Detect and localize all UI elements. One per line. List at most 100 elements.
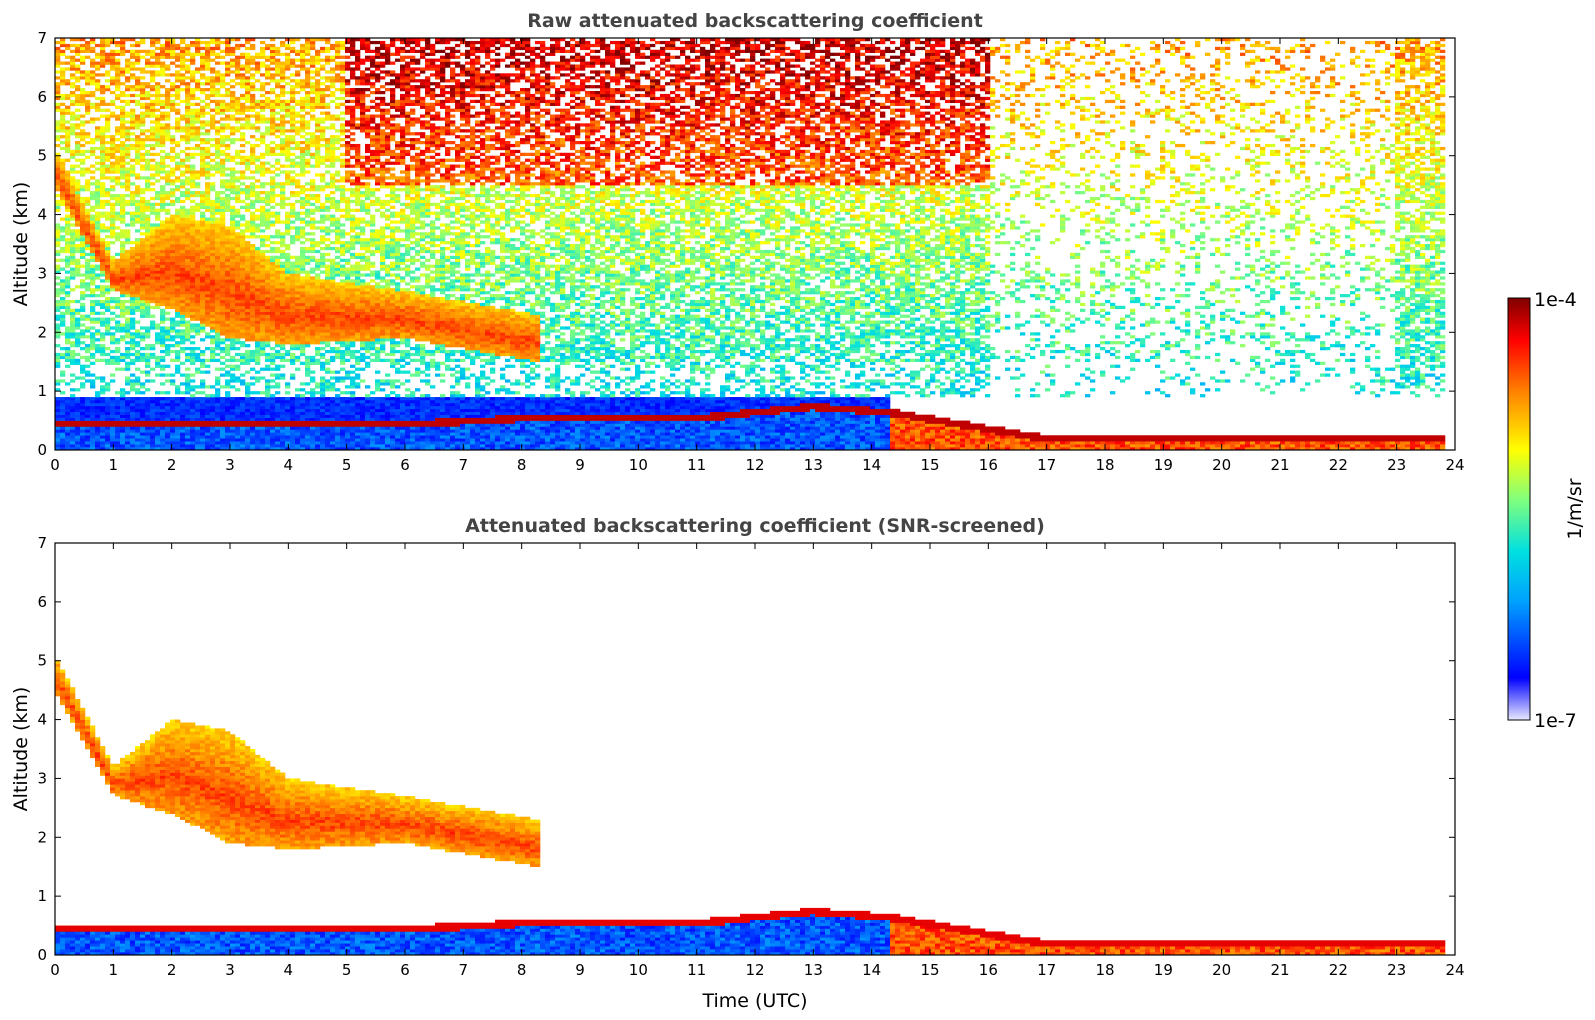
- heatmap-cell: [130, 256, 135, 259]
- heatmap-cell: [205, 300, 210, 303]
- heatmap-cell: [195, 279, 200, 282]
- heatmap-cell: [275, 373, 280, 376]
- heatmap-cell: [220, 268, 225, 271]
- heatmap-cell: [180, 238, 185, 241]
- heatmap-cell: [165, 103, 170, 106]
- heatmap-cell: [75, 418, 80, 421]
- heatmap-cell: [245, 126, 250, 129]
- heatmap-cell: [160, 424, 165, 427]
- heatmap-cell: [55, 194, 60, 197]
- heatmap-cell: [255, 332, 260, 335]
- heatmap-cell: [190, 138, 195, 141]
- heatmap-cell: [195, 220, 200, 223]
- heatmap-cell: [245, 359, 250, 362]
- heatmap-cell: [170, 415, 175, 418]
- heatmap-cell: [135, 53, 140, 56]
- heatmap-cell: [270, 100, 275, 103]
- heatmap-cell: [260, 165, 265, 168]
- heatmap-cell: [130, 159, 135, 162]
- heatmap-cell: [180, 135, 185, 138]
- heatmap-cell: [130, 85, 135, 88]
- heatmap-cell: [290, 141, 295, 144]
- heatmap-cell: [145, 62, 150, 65]
- heatmap-cell: [175, 47, 180, 50]
- heatmap-cell: [225, 197, 230, 200]
- heatmap-cell: [260, 62, 265, 65]
- heatmap-cell: [220, 76, 225, 79]
- heatmap-cell: [205, 359, 210, 362]
- heatmap-cell: [70, 229, 75, 232]
- heatmap-cell: [80, 59, 85, 62]
- heatmap-cell: [235, 312, 240, 315]
- heatmap-cell: [220, 262, 225, 265]
- heatmap-cell: [235, 335, 240, 338]
- heatmap-cell: [120, 338, 125, 341]
- heatmap-cell: [280, 44, 285, 47]
- heatmap-cell: [180, 362, 185, 365]
- heatmap-cell: [110, 206, 115, 209]
- heatmap-cell: [170, 218, 175, 221]
- heatmap-cell: [245, 303, 250, 306]
- heatmap-cell: [150, 64, 155, 67]
- heatmap-cell: [260, 338, 265, 341]
- heatmap-cell: [70, 212, 75, 215]
- heatmap-cell: [145, 444, 150, 447]
- heatmap-cell: [290, 238, 295, 241]
- heatmap-cell: [260, 300, 265, 303]
- heatmap-cell: [140, 279, 145, 282]
- heatmap-cell: [140, 256, 145, 259]
- heatmap-cell: [160, 203, 165, 206]
- heatmap-cell: [235, 209, 240, 212]
- heatmap-cell: [190, 406, 195, 409]
- heatmap-cell: [245, 203, 250, 206]
- heatmap-cell: [125, 100, 130, 103]
- heatmap-cell: [110, 306, 115, 309]
- heatmap-cell: [175, 412, 180, 415]
- heatmap-cell: [95, 265, 100, 268]
- heatmap-cell: [95, 359, 100, 362]
- heatmap-cell: [65, 341, 70, 344]
- heatmap-cell: [60, 400, 65, 403]
- heatmap-cell: [160, 344, 165, 347]
- heatmap-cell: [110, 259, 115, 262]
- heatmap-cell: [60, 412, 65, 415]
- heatmap-cell: [230, 185, 235, 188]
- heatmap-cell: [230, 385, 235, 388]
- heatmap-cell: [205, 241, 210, 244]
- heatmap-cell: [70, 197, 75, 200]
- heatmap-cell: [195, 229, 200, 232]
- heatmap-cell: [135, 50, 140, 53]
- heatmap-cell: [120, 403, 125, 406]
- heatmap-cell: [195, 223, 200, 226]
- heatmap-cell: [240, 265, 245, 268]
- heatmap-cell: [135, 126, 140, 129]
- heatmap-cell: [65, 335, 70, 338]
- heatmap-cell: [265, 329, 270, 332]
- heatmap-cell: [215, 435, 220, 438]
- heatmap-cell: [105, 262, 110, 265]
- heatmap-cell: [140, 167, 145, 170]
- heatmap-cell: [95, 62, 100, 65]
- heatmap-cell: [215, 53, 220, 56]
- heatmap-cell: [55, 109, 60, 112]
- heatmap-cell: [275, 356, 280, 359]
- heatmap-cell: [145, 291, 150, 294]
- heatmap-cell: [70, 262, 75, 265]
- heatmap-cell: [200, 262, 205, 265]
- heatmap-cell: [225, 288, 230, 291]
- heatmap-cell: [175, 144, 180, 147]
- heatmap-cell: [160, 332, 165, 335]
- heatmap-cell: [75, 235, 80, 238]
- heatmap-cell: [255, 415, 260, 418]
- heatmap-cell: [205, 444, 210, 447]
- heatmap-cell: [205, 303, 210, 306]
- heatmap-cell: [175, 273, 180, 276]
- heatmap-cell: [120, 215, 125, 218]
- heatmap-cell: [220, 356, 225, 359]
- heatmap-cell: [95, 197, 100, 200]
- heatmap-cell: [280, 147, 285, 150]
- heatmap-cell: [210, 294, 215, 297]
- heatmap-cell: [285, 150, 290, 153]
- heatmap-cell: [55, 253, 60, 256]
- heatmap-cell: [165, 268, 170, 271]
